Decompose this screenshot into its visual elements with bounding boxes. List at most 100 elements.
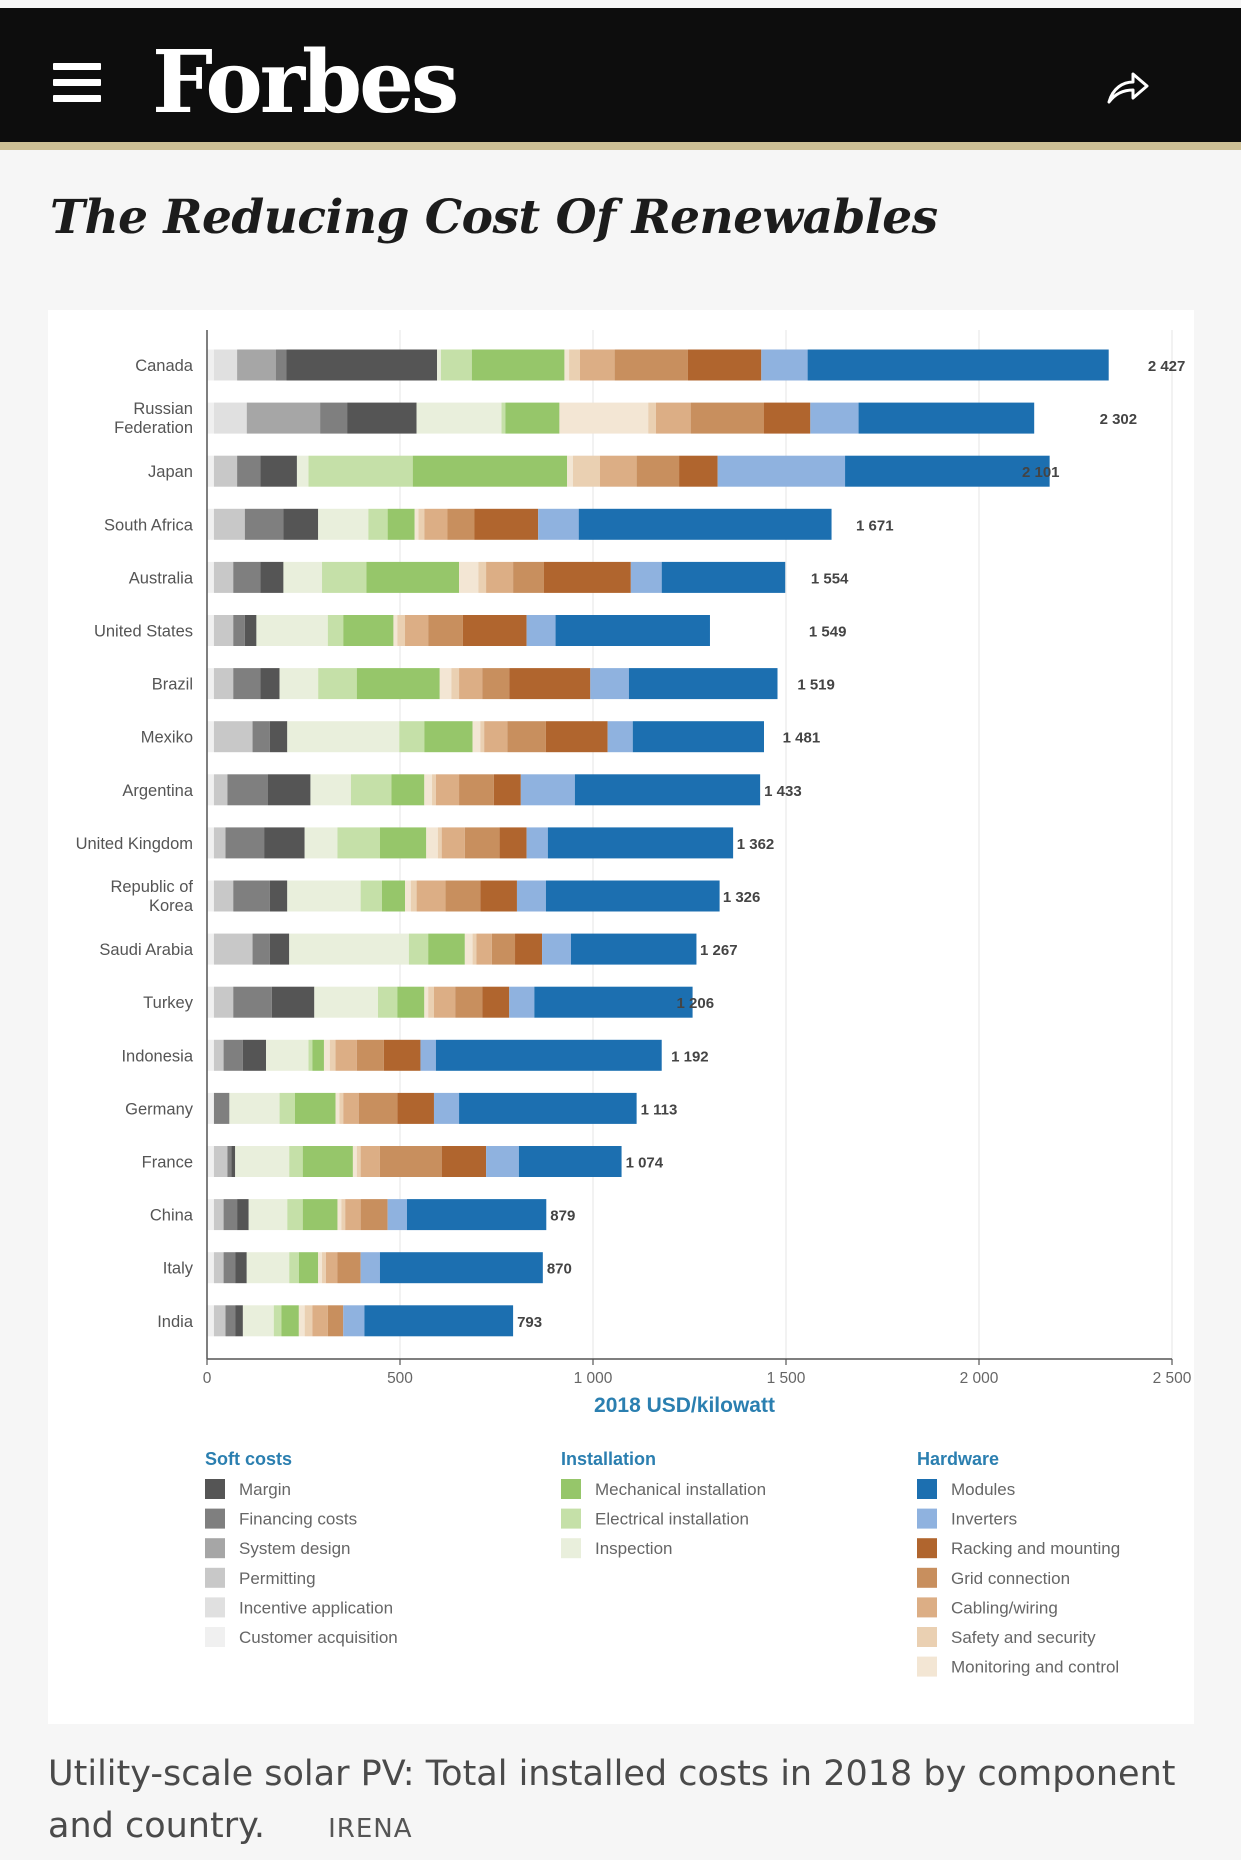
forbes-logo[interactable]: Forbes — [152, 32, 459, 133]
x-tick-label: 1 500 — [767, 1370, 806, 1387]
category-label-mexiko: Mexiko — [141, 729, 193, 747]
bar-india-grid — [327, 1305, 344, 1337]
bar-united-states-cab — [405, 615, 429, 646]
bar-mexiko-perm — [213, 721, 253, 753]
bar-republic-of-korea-inv — [516, 880, 546, 912]
bar-brazil-rack — [509, 668, 591, 700]
bar-united-kingdom-elec — [337, 827, 380, 859]
bar-russian-federation-sd — [246, 402, 321, 434]
bar-united-kingdom-cab — [441, 827, 465, 859]
bar-republic-of-korea-insp — [287, 880, 361, 912]
bar-germany-rack — [397, 1092, 434, 1124]
legend-swatch-saf — [917, 1627, 937, 1647]
bar-saudi-arabia-saf — [472, 933, 477, 965]
legend-label-insp: Inspection — [595, 1539, 673, 1558]
bar-turkey-mar — [271, 986, 315, 1018]
bar-south-africa-mon — [414, 508, 419, 540]
category-label-france: France — [142, 1154, 193, 1172]
bar-united-kingdom-mon — [426, 827, 438, 859]
legend-label-cab: Cabling/wiring — [951, 1598, 1058, 1617]
bar-russian-federation-mon — [559, 402, 649, 434]
bar-canada-rack — [687, 349, 762, 381]
bar-indonesia-mech — [312, 1039, 324, 1071]
bar-australia-fin — [233, 561, 261, 593]
category-label-russian-federation: Russian Federation — [114, 400, 193, 437]
legend-heading-installation: Installation — [561, 1449, 656, 1469]
bar-australia-mech — [366, 561, 460, 593]
legend-swatch-cab — [917, 1597, 937, 1618]
bar-brazil-insp — [279, 668, 319, 700]
bar-south-africa-mod — [578, 508, 832, 540]
bar-russian-federation-mar — [347, 402, 417, 434]
data-label-australia: 1 554 — [811, 570, 849, 587]
bar-argentina-mod — [574, 774, 761, 806]
bar-republic-of-korea-rack — [480, 880, 517, 912]
bar-canada-saf — [569, 349, 580, 381]
bar-canada-mar — [286, 349, 438, 381]
bar-brazil-fin — [233, 668, 261, 700]
bar-france-ca — [207, 1146, 214, 1177]
bar-australia-perm — [213, 561, 234, 593]
bar-south-africa-grid — [447, 508, 475, 540]
category-label-argentina: Argentina — [122, 782, 193, 800]
bar-mexiko-mech — [424, 721, 473, 753]
bar-china-saf — [341, 1199, 346, 1231]
bar-mexiko-grid — [507, 721, 546, 753]
bar-argentina-rack — [493, 774, 521, 806]
bar-turkey-inv — [509, 986, 535, 1018]
bar-republic-of-korea-fin — [233, 880, 270, 912]
bar-mexiko-mod — [632, 721, 764, 753]
bar-australia-rack — [543, 561, 631, 593]
bar-turkey-mech — [397, 986, 425, 1018]
chart-card: Canada 2 427 Russian Federation 2 302 Japan 2 … — [48, 310, 1194, 1724]
legend-label-mod: Modules — [951, 1480, 1015, 1499]
bar-indonesia-fin — [223, 1039, 243, 1071]
bar-saudi-arabia-grid — [491, 933, 516, 965]
legend-swatch-ca — [205, 1627, 225, 1647]
data-label-republic-of-korea: 1 326 — [723, 889, 761, 906]
bar-united-kingdom-grid — [464, 827, 500, 859]
bar-indonesia-elec — [308, 1039, 313, 1071]
bar-brazil-mod — [628, 668, 778, 700]
data-label-china: 879 — [550, 1208, 575, 1225]
bar-republic-of-korea-perm — [213, 880, 234, 912]
category-label-south-africa: South Africa — [104, 516, 194, 534]
bar-united-states-mod — [555, 615, 710, 646]
legend-swatch-insp — [561, 1538, 581, 1559]
legend-label-inv: Inverters — [951, 1510, 1017, 1529]
bar-france-inv — [486, 1146, 519, 1177]
bar-argentina-fin — [227, 774, 268, 806]
bar-united-kingdom-mech — [379, 827, 427, 859]
bar-italy-mar — [235, 1252, 247, 1284]
bar-argentina-mon — [424, 774, 433, 806]
data-label-united-states: 1 549 — [809, 624, 847, 641]
bar-canada-grid — [614, 349, 688, 381]
legend-label-rack: Racking and mounting — [951, 1539, 1120, 1558]
image-caption: Utility-scale solar PV: Total installed … — [48, 1748, 1208, 1855]
bar-china-grid — [360, 1199, 388, 1231]
bar-indonesia-grid — [356, 1039, 384, 1071]
bar-saudi-arabia-insp — [289, 933, 409, 965]
bar-japan-inv — [717, 455, 846, 487]
bar-turkey-rack — [482, 986, 510, 1018]
bar-australia-elec — [322, 561, 367, 593]
bar-saudi-arabia-inv — [542, 933, 571, 965]
bar-japan-saf — [572, 455, 600, 487]
bar-united-kingdom-insp — [304, 827, 338, 859]
category-label-indonesia: Indonesia — [121, 1047, 193, 1065]
bar-united-states-mech — [343, 615, 394, 646]
bar-argentina-saf — [432, 774, 436, 806]
bar-turkey-saf — [428, 986, 434, 1018]
bar-canada-inv — [761, 349, 808, 381]
bar-republic-of-korea-mech — [381, 880, 406, 912]
share-arrow-icon[interactable] — [1103, 64, 1151, 112]
bar-united-states-mon — [393, 615, 398, 646]
bar-italy-ca — [207, 1252, 214, 1284]
bar-mexiko-cab — [484, 721, 508, 753]
bar-south-africa-ca — [207, 508, 214, 540]
bar-india-elec — [273, 1305, 282, 1337]
hamburger-menu-icon[interactable] — [53, 63, 101, 103]
bar-canada-insp — [437, 349, 441, 381]
bar-argentina-elec — [350, 774, 392, 806]
bar-saudi-arabia-cab — [476, 933, 492, 965]
